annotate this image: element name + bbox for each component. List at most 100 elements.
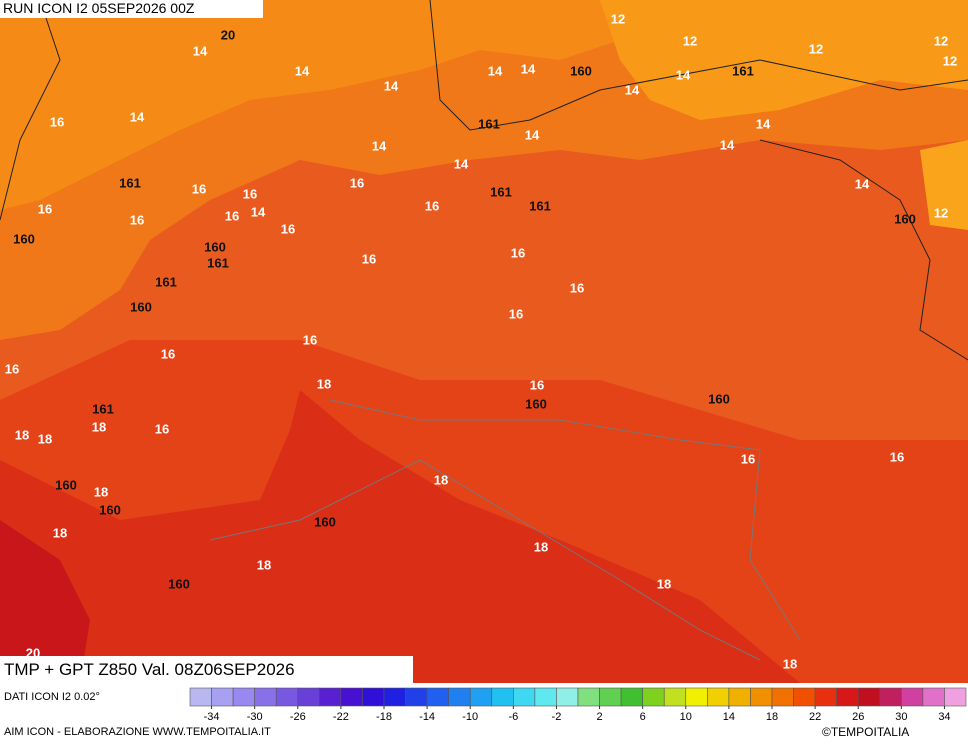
contour-label: 12 xyxy=(934,33,948,48)
contour-label: 18 xyxy=(317,376,331,391)
contour-label: 18 xyxy=(257,557,271,572)
colorbar-swatch xyxy=(922,687,945,707)
contour-label: 14 xyxy=(855,176,870,191)
contour-label: 12 xyxy=(611,11,625,26)
colorbar-swatch xyxy=(383,687,406,707)
colorbar-tick-label: 26 xyxy=(852,711,864,723)
contour-label: 16 xyxy=(243,186,257,201)
contour-label: 160 xyxy=(55,477,77,492)
colorbar-swatch xyxy=(232,687,255,707)
copyright: ©TEMPOITALIA xyxy=(822,725,909,739)
colorbar-swatch xyxy=(469,687,493,707)
contour-label: 16 xyxy=(362,251,376,266)
contour-label: 18 xyxy=(94,484,108,499)
coastline xyxy=(0,0,968,361)
contour-label: 16 xyxy=(281,221,295,236)
contour-label: 16 xyxy=(570,280,584,295)
header-box xyxy=(0,0,263,18)
contour-label: 16 xyxy=(38,201,52,216)
colorbar-swatch xyxy=(836,687,859,707)
colorbar-swatch xyxy=(707,687,730,707)
header-title: RUN ICON I2 05SEP2026 00Z xyxy=(3,0,195,16)
contour-label: 16 xyxy=(5,361,19,376)
contour-label: 16 xyxy=(225,208,239,223)
contour-label: 14 xyxy=(130,109,145,124)
colorbar-tick-label: 30 xyxy=(895,711,907,723)
colorbar-tick-label: -18 xyxy=(376,711,392,723)
colorbar-swatch xyxy=(944,687,967,707)
colorbar-swatch xyxy=(426,687,449,707)
contour-label: 16 xyxy=(350,175,364,190)
contour-label: 160 xyxy=(204,239,226,254)
contour-label: 14 xyxy=(525,127,540,142)
colorbar-swatch xyxy=(211,687,234,707)
contour-label: 14 xyxy=(521,61,536,76)
contour-label: 161 xyxy=(490,184,512,199)
contour-label: 16 xyxy=(161,346,175,361)
contour-label: 18 xyxy=(657,576,671,591)
colorbar-tick-label: -6 xyxy=(508,711,518,723)
contour-label: 16 xyxy=(511,245,525,260)
contour-label: 14 xyxy=(295,63,310,78)
colorbar-tick-label: -2 xyxy=(552,711,562,723)
colorbar-tick-label: 22 xyxy=(809,711,821,723)
colorbar-swatch xyxy=(771,687,794,707)
colorbar-tick-label: -22 xyxy=(333,711,349,723)
contour-label: 12 xyxy=(809,41,823,56)
colorbar-swatch xyxy=(663,687,687,707)
cool-zone xyxy=(600,0,968,120)
colorbar-swatch xyxy=(642,687,665,707)
footer-box xyxy=(0,656,413,683)
contour-label: 12 xyxy=(934,205,948,220)
colorbar-tick-label: 10 xyxy=(680,711,692,723)
contour-label: 18 xyxy=(534,539,548,554)
colorbar-swatch xyxy=(513,687,536,707)
contour-label: 161 xyxy=(529,198,551,213)
contour-label: 14 xyxy=(372,138,387,153)
contour-label: 16 xyxy=(303,332,317,347)
border xyxy=(209,399,801,661)
contour-label: 16 xyxy=(50,114,64,129)
hottest-zone xyxy=(0,520,90,683)
colorbar-tick-label: 14 xyxy=(723,711,735,723)
colorbar-swatch xyxy=(254,687,277,707)
contour-label: 160 xyxy=(525,396,547,411)
colorbar-swatch xyxy=(297,687,320,707)
colorbar-tick-label: -30 xyxy=(247,711,263,723)
contour-label: 16 xyxy=(130,212,144,227)
colorbar-swatch xyxy=(685,687,708,707)
colorbar-tick-label: -34 xyxy=(204,711,220,723)
colorbar-swatch xyxy=(750,687,773,707)
colorbar-swatch xyxy=(275,687,299,707)
contour-label: 12 xyxy=(943,53,957,68)
contour-label: 160 xyxy=(130,299,152,314)
contour-label: 14 xyxy=(488,63,503,78)
hotter-zone xyxy=(0,390,800,683)
colorbar-swatch xyxy=(556,687,579,707)
colorbar-swatch xyxy=(534,687,557,707)
colorbar-swatch xyxy=(448,687,471,707)
contour-label: 18 xyxy=(783,656,797,671)
colorbar-swatch xyxy=(879,687,902,707)
colorbar-tick-label: 18 xyxy=(766,711,778,723)
contour-label: 160 xyxy=(13,231,35,246)
contour-label: 12 xyxy=(683,33,697,48)
contour-label: 160 xyxy=(708,391,730,406)
colorbar-swatch xyxy=(620,687,643,707)
contour-label: 160 xyxy=(894,211,916,226)
contour-label: 161 xyxy=(732,63,754,78)
contour-label: 16 xyxy=(890,449,904,464)
colorbar-tick-label: -10 xyxy=(462,711,478,723)
colorbar-swatch xyxy=(599,687,622,707)
colorbar-tick-label: 2 xyxy=(596,711,602,723)
contour-label: 160 xyxy=(570,63,592,78)
contour-label: 14 xyxy=(756,116,771,131)
contour-label: 14 xyxy=(625,82,640,97)
colorbar-swatch xyxy=(793,687,816,707)
contour-label: 160 xyxy=(99,502,121,517)
contour-label: 16 xyxy=(741,451,755,466)
colorbar-tick-label: 34 xyxy=(938,711,950,723)
colorbar-swatch xyxy=(189,687,212,707)
colorbar-tick-label: -14 xyxy=(419,711,435,723)
